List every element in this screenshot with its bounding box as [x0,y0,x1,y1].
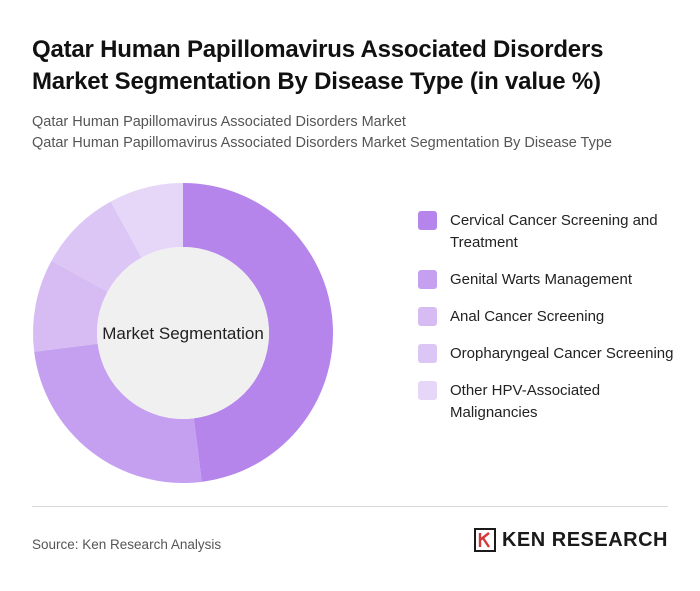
legend-item: Anal Cancer Screening [418,306,678,328]
chart-title: Qatar Human Papillomavirus Associated Di… [32,36,604,95]
legend-label: Anal Cancer Screening [450,308,605,325]
ken-research-k-logo-icon [473,528,496,552]
center-label: Market Segmentation [102,324,264,343]
pie-slice-3 [32,260,108,352]
brand-logo: KEN RESEARCH [473,528,668,552]
legend-item: Oropharyngeal Cancer Screening [418,343,678,365]
legend-swatch [418,307,437,326]
chart-legend: Cervical Cancer Screening and Treatment G… [418,210,678,439]
brand-name: KEN RESEARCH [501,528,668,551]
legend-swatch [418,381,437,400]
legend-label: Genital Warts Management [450,271,633,288]
legend-item: Other HPV-Associated Malignancies [418,380,678,424]
legend-label: Cervical Cancer Screening and Treatment [450,212,658,251]
legend-item: Genital Warts Management [418,269,678,291]
chart-subtitle-market: Qatar Human Papillomavirus Associated Di… [32,114,406,130]
pie-slice-4 [51,201,142,292]
legend-swatch [418,211,437,230]
source-note: Source: Ken Research Analysis [32,537,222,552]
legend-label: Oropharyngeal Cancer Screening [450,345,674,362]
legend-swatch [418,270,437,289]
pie-slice-1 [183,183,334,482]
legend-label: Other HPV-Associated Malignancies [450,382,601,421]
legend-item: Cervical Cancer Screening and Treatment [418,210,678,254]
donut-center [97,247,269,419]
legend-swatch [418,344,437,363]
footer-divider [32,506,668,507]
chart-subtitle-segmentation: Qatar Human Papillomavirus Associated Di… [32,135,612,151]
pie-slice-5 [110,183,183,258]
donut-chart: Market Segmentation [28,178,338,488]
donut-chart-svg: Market Segmentation [32,183,334,483]
pie-slice-2 [34,343,202,483]
